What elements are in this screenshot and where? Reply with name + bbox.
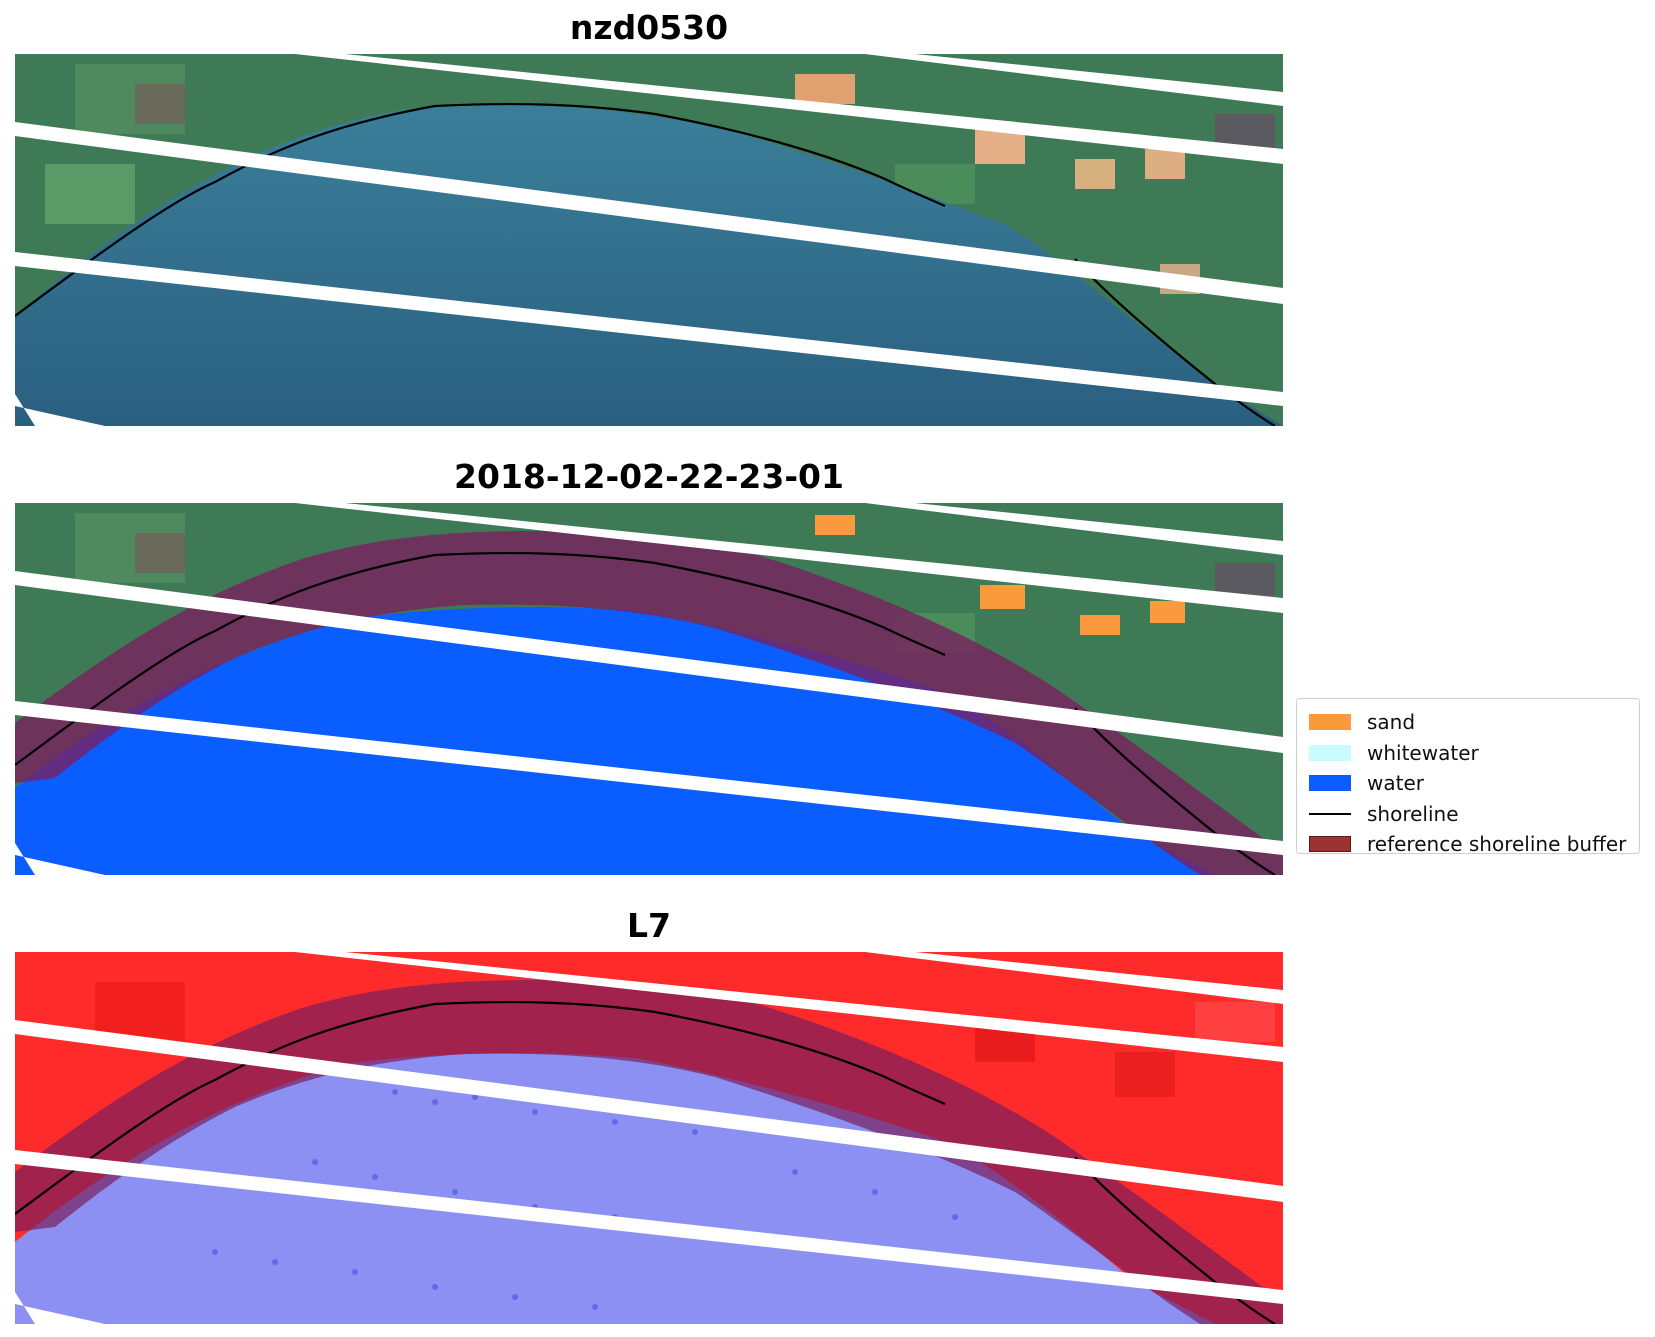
shoreline-east xyxy=(1074,1156,1276,1324)
shoreline xyxy=(15,102,946,317)
index-image xyxy=(15,952,1283,1324)
rgb-image xyxy=(15,54,1283,426)
reference-buffer-swatch xyxy=(1309,836,1351,853)
water-swatch xyxy=(1309,775,1351,792)
no-data-stripes xyxy=(15,54,1283,426)
sand-swatch xyxy=(1309,714,1351,731)
legend-item-shoreline: shoreline xyxy=(1305,799,1631,830)
whitewater-swatch xyxy=(1309,744,1351,761)
panel-title-classified: 2018-12-02-22-23-01 xyxy=(454,457,844,496)
legend-item-water: water xyxy=(1305,768,1631,799)
panel-title-rgb: nzd0530 xyxy=(569,8,729,47)
legend-label-water: water xyxy=(1367,771,1424,796)
legend-label-whitewater: whitewater xyxy=(1367,740,1479,765)
legend-label-shoreline: shoreline xyxy=(1367,801,1459,826)
no-data-stripes xyxy=(15,503,1283,875)
shoreline-swatch xyxy=(1309,812,1351,815)
no-data-stripes xyxy=(15,952,1283,1324)
sand-patches xyxy=(815,515,1185,635)
rgb-image-panel xyxy=(15,54,1283,426)
panel-title-index: L7 xyxy=(627,906,671,945)
index-image-panel xyxy=(15,952,1283,1324)
classified-image xyxy=(15,503,1283,875)
classified-image-panel xyxy=(15,503,1283,875)
legend: sand whitewater water shoreline referenc… xyxy=(1296,698,1640,856)
shoreline xyxy=(15,551,946,766)
legend-label-sand: sand xyxy=(1367,710,1416,735)
legend-item-reference-buffer: reference shoreline buffer xyxy=(1305,829,1631,860)
legend-item-whitewater: whitewater xyxy=(1305,738,1631,769)
shoreline xyxy=(15,1000,946,1215)
shoreline-east xyxy=(1074,707,1276,875)
shoreline-east xyxy=(1074,258,1276,426)
legend-item-sand: sand xyxy=(1305,707,1631,738)
legend-label-reference-buffer: reference shoreline buffer xyxy=(1367,832,1627,857)
sea-area xyxy=(15,104,1283,426)
